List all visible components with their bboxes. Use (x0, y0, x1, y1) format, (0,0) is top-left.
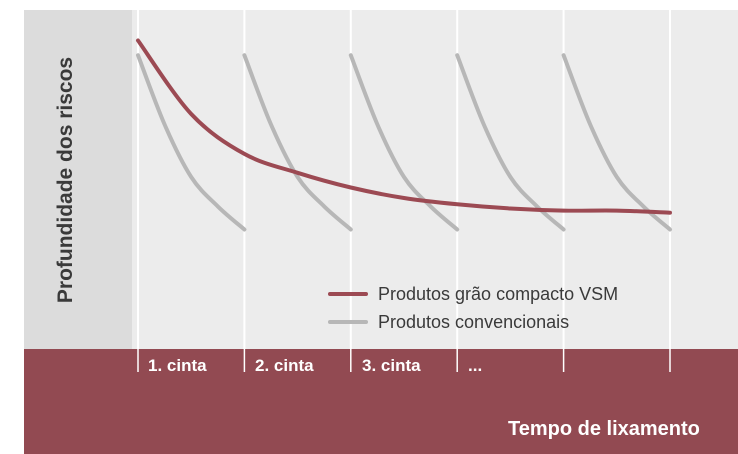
legend-swatch-vsm (328, 292, 368, 296)
x-axis-label: Tempo de lixamento (508, 418, 700, 440)
segment-label-1: 1. cinta (148, 356, 207, 375)
segment-label-ellipsis: ... (468, 356, 483, 375)
segment-label-2: 2. cinta (255, 356, 314, 375)
series-line-conventional-1 (136, 53, 247, 232)
legend-label-vsm: Produtos grão compacto VSM (378, 283, 619, 304)
x-axis-band (24, 349, 738, 454)
legend-label-conventional: Produtos convencionais (378, 311, 570, 332)
series-line-conventional-5 (561, 53, 672, 232)
y-axis-label-panel (24, 10, 132, 349)
series-line-conventional-3 (348, 53, 460, 232)
series-line-vsm (136, 38, 672, 215)
series-line-conventional-4 (455, 53, 566, 232)
plot-area (132, 10, 738, 349)
legend-swatch-conventional (328, 320, 368, 324)
legend-item-vsm: Produtos grão compacto VSM (328, 280, 618, 308)
segment-label-3: 3. cinta (362, 356, 421, 375)
legend: Produtos grão compacto VSM Produtos conv… (328, 280, 618, 336)
series-line-conventional-2 (242, 53, 353, 232)
legend-item-conventional: Produtos convencionais (328, 308, 618, 336)
